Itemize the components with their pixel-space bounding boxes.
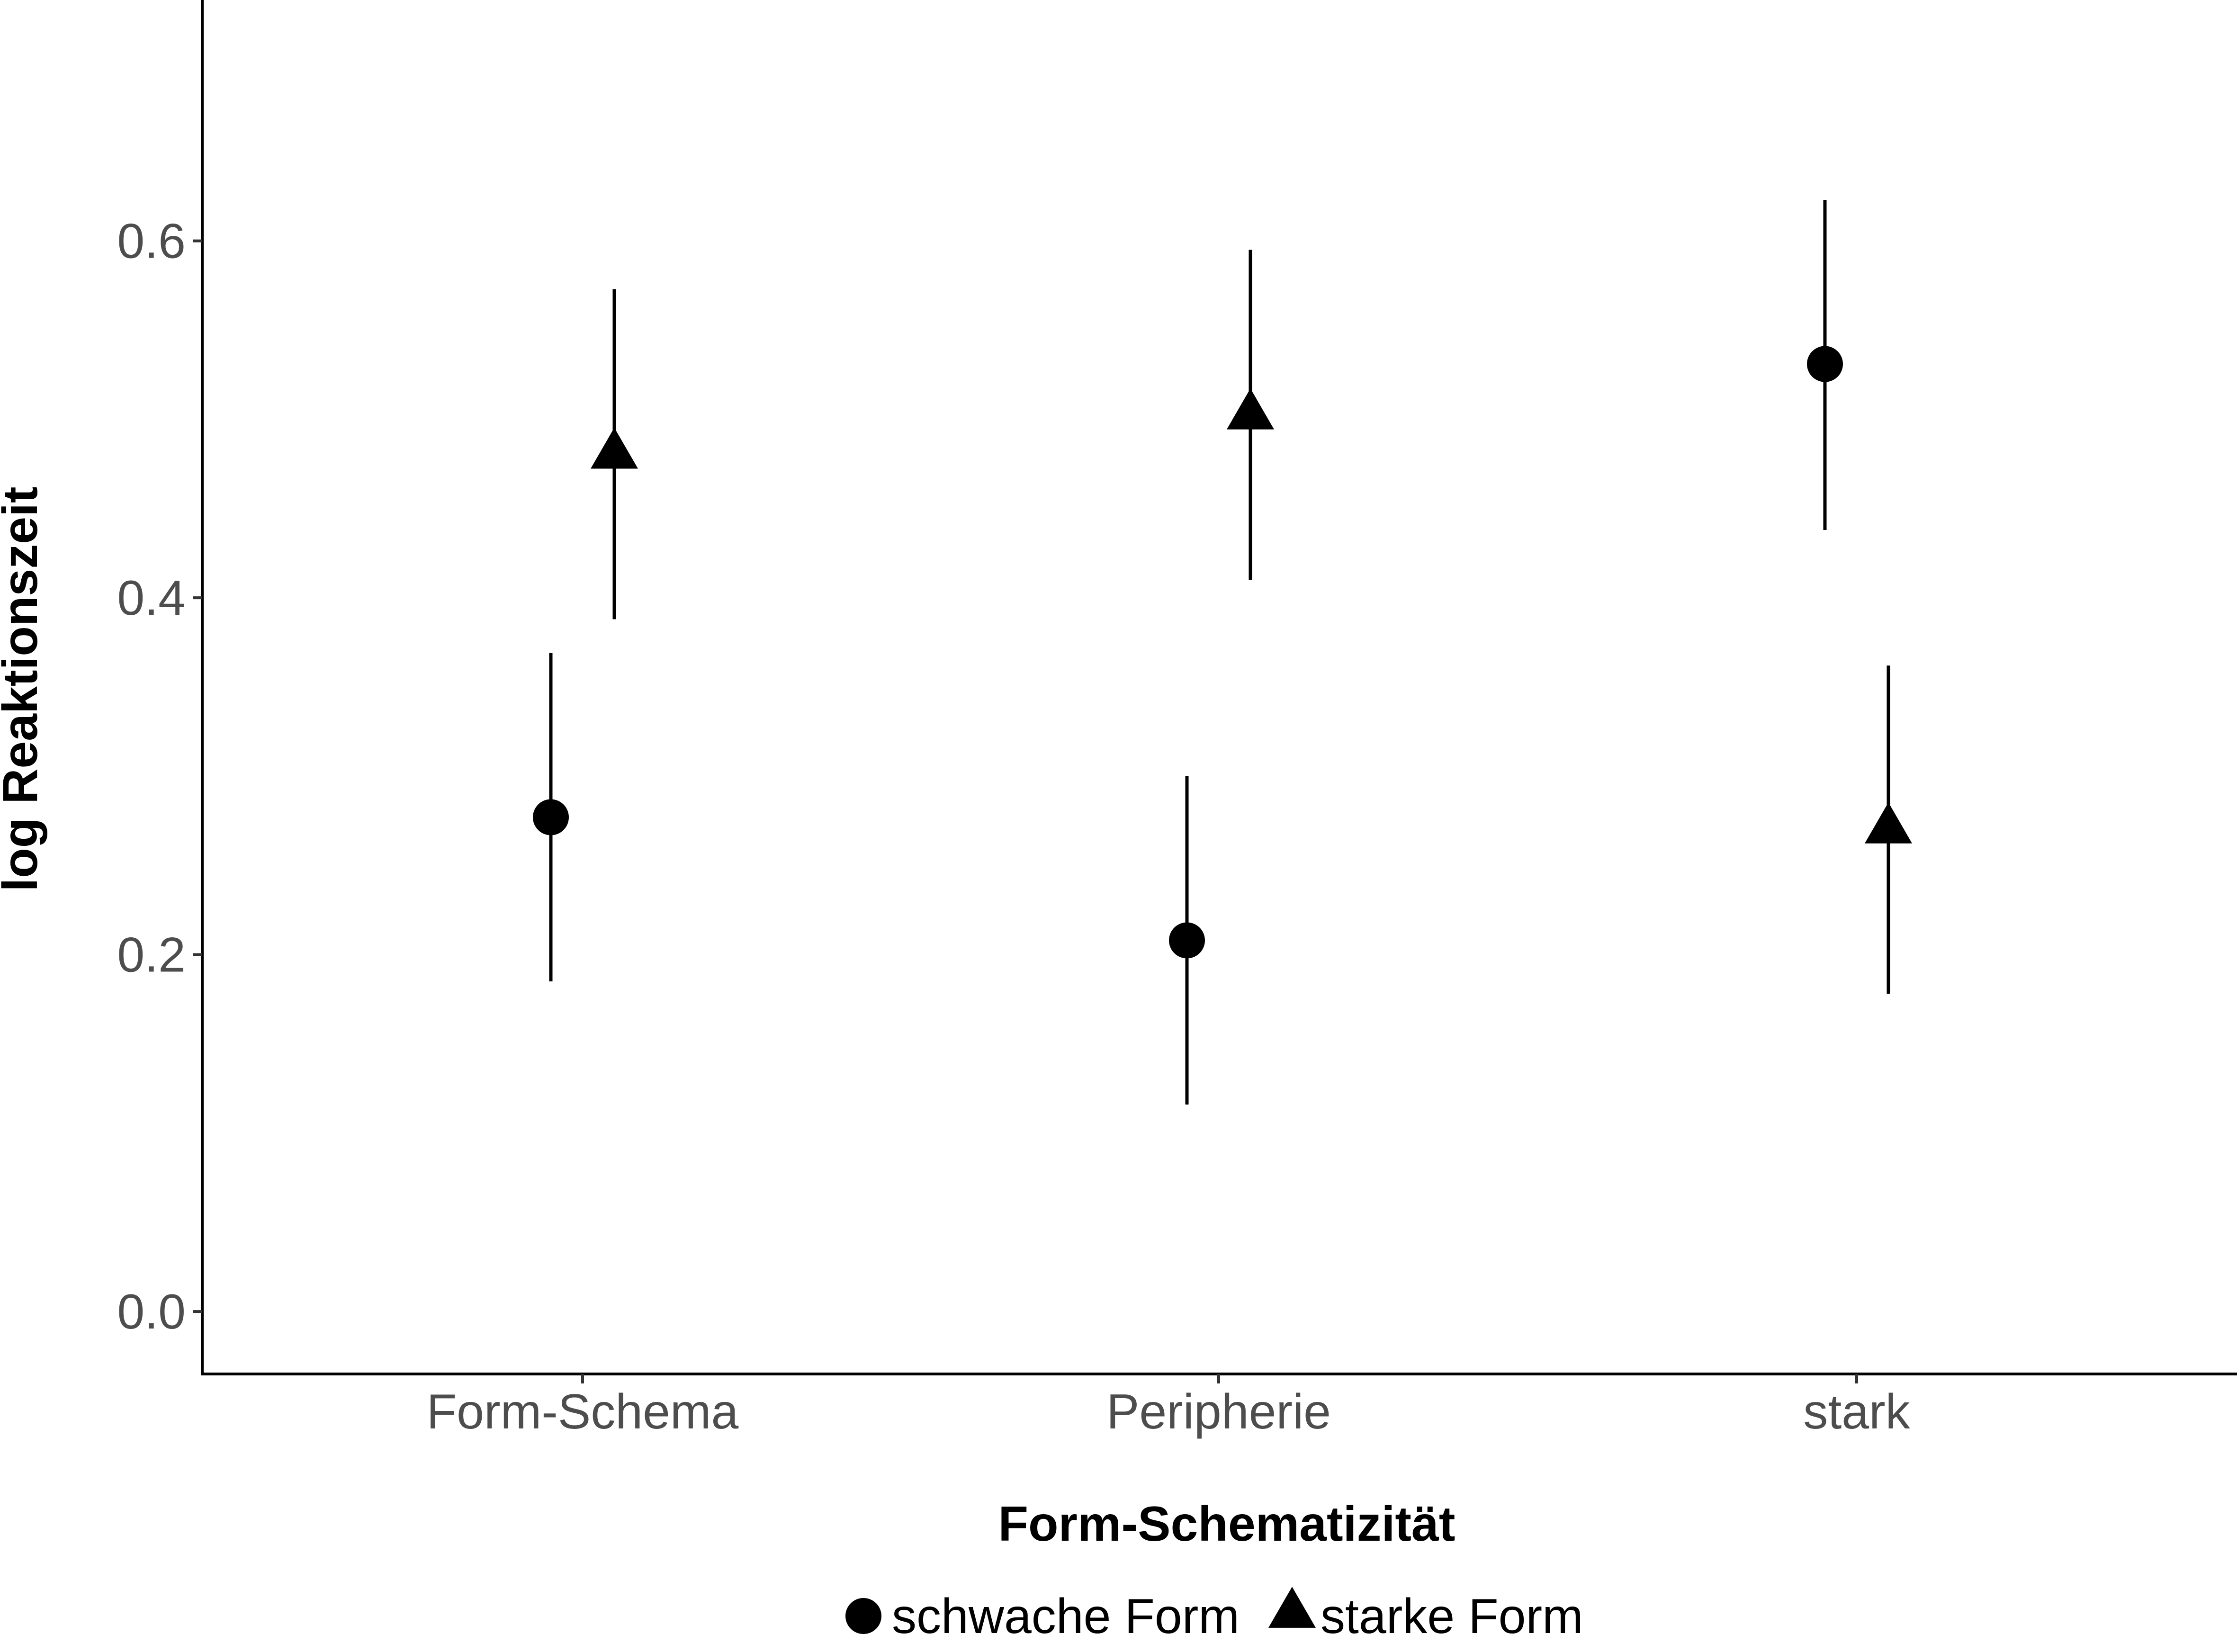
- point-schwache-form: [1169, 922, 1205, 959]
- point-schwache-form: [533, 799, 569, 835]
- legend-key-triangle: [1268, 1587, 1316, 1628]
- x-tick-label: Form-Schema: [427, 1384, 739, 1439]
- point-starke-form: [1865, 802, 1912, 844]
- y-tick-label: 0.2: [117, 928, 186, 983]
- legend: schwache Form starke Form: [845, 1587, 1583, 1644]
- x-tick-label: stark: [1803, 1384, 1910, 1439]
- data-marks: [533, 199, 1912, 1105]
- x-axis: Form-Schema Peripherie stark: [201, 1373, 2237, 1439]
- legend-label-starke-form: starke Form: [1321, 1589, 1583, 1644]
- x-tick-label: Peripherie: [1106, 1384, 1331, 1439]
- x-axis-title: Form-Schematizität: [998, 1497, 1455, 1552]
- legend-key-circle: [845, 1598, 881, 1634]
- point-schwache-form: [1807, 346, 1843, 382]
- y-axis: 0.0 0.2 0.4 0.6: [117, 0, 204, 1374]
- legend-label-schwache-form: schwache Form: [892, 1589, 1240, 1644]
- y-tick-label: 0.6: [117, 214, 186, 269]
- y-tick-label: 0.0: [117, 1284, 186, 1339]
- y-tick-label: 0.4: [117, 571, 186, 626]
- y-axis-title: log Reaktionszeit: [0, 486, 48, 891]
- point-starke-form: [1227, 388, 1274, 430]
- point-starke-form: [591, 427, 638, 469]
